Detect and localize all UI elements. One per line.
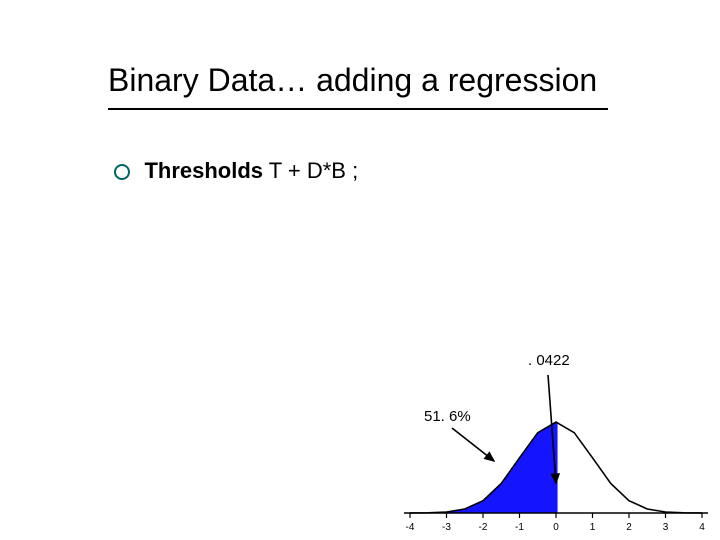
slide-title: Binary Data… adding a regression — [108, 62, 597, 99]
slide: Binary Data… adding a regression Thresho… — [0, 0, 720, 540]
chart-tick-label: -1 — [515, 522, 524, 533]
chart-svg: -4 -3 -2 -1 0 1 2 3 4 — [390, 410, 720, 540]
chart-tick-label: 2 — [626, 522, 632, 533]
bullet-equation: T + D*B ; — [263, 158, 358, 183]
chart-tick-label: -2 — [479, 522, 488, 533]
title-underline — [108, 108, 608, 110]
chart-tick-label: -3 — [442, 522, 451, 533]
bullet-marker-icon — [114, 164, 130, 180]
chart-tick-label: -4 — [406, 522, 415, 533]
threshold-value-label: . 0422 — [528, 352, 570, 369]
chart-tick-label: 4 — [699, 522, 705, 533]
bullet-keyword: Thresholds — [144, 158, 263, 183]
chart-tick-label: 0 — [553, 522, 559, 533]
chart-tick-label: 3 — [663, 522, 669, 533]
distribution-chart: -4 -3 -2 -1 0 1 2 3 4 — [390, 410, 720, 540]
chart-tick-label: 1 — [590, 522, 596, 533]
bullet-row: Thresholds T + D*B ; — [114, 158, 358, 184]
